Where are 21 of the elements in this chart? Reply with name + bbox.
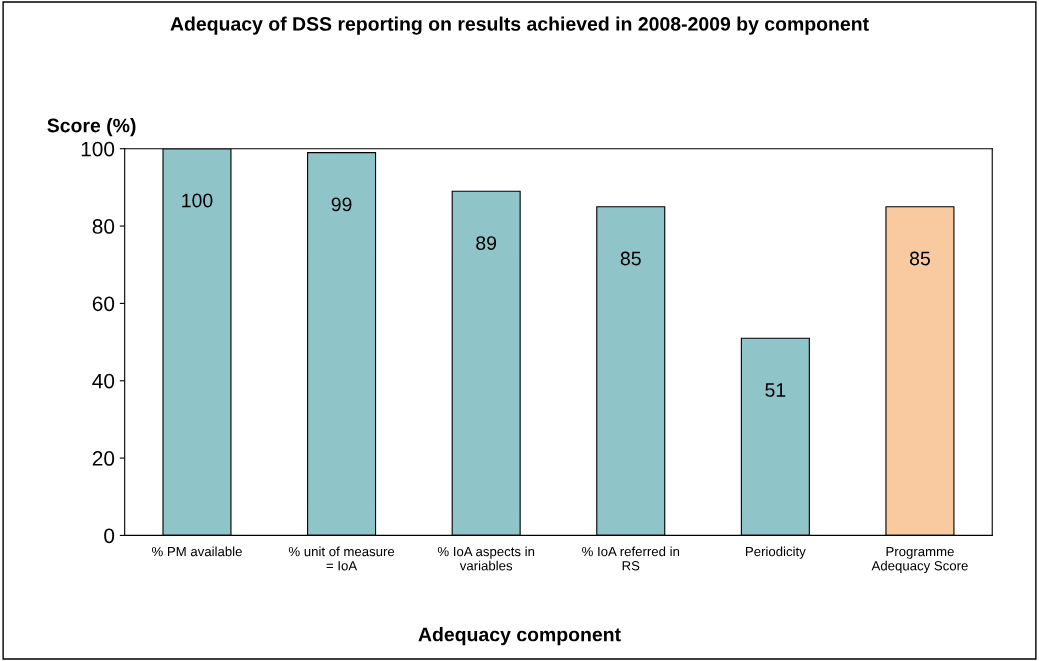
data-label: 89 <box>476 236 497 250</box>
x-tick-label: % IoA referred in RS <box>582 546 680 571</box>
x-tick-label: % PM available <box>151 546 242 557</box>
y-tick-label: 100 <box>81 141 115 157</box>
y-tick-label: 60 <box>92 296 115 312</box>
x-axis-title: Adequacy component <box>418 627 621 646</box>
data-label: 85 <box>620 251 641 266</box>
x-tick-label: % IoA aspects in variables <box>437 546 535 571</box>
y-tick-label: 40 <box>92 373 115 389</box>
x-tick-label: Programme Adequacy Score <box>871 547 968 574</box>
x-tick-label: Periodicity <box>746 546 806 559</box>
y-tick-label: 80 <box>92 219 115 234</box>
y-tick-label: 20 <box>92 451 115 466</box>
x-tick-label: % unit of measure = IoA <box>288 546 395 571</box>
y-axis-title: Score (%) <box>47 118 136 137</box>
data-label: 100 <box>182 193 213 208</box>
y-tick-label: 0 <box>104 528 115 544</box>
data-label: 85 <box>909 251 930 266</box>
data-label: 99 <box>331 197 352 212</box>
data-label: 51 <box>765 383 786 397</box>
chart-title: Adequacy of DSS reporting on results achieved in 2008-2009 by component <box>170 16 869 35</box>
